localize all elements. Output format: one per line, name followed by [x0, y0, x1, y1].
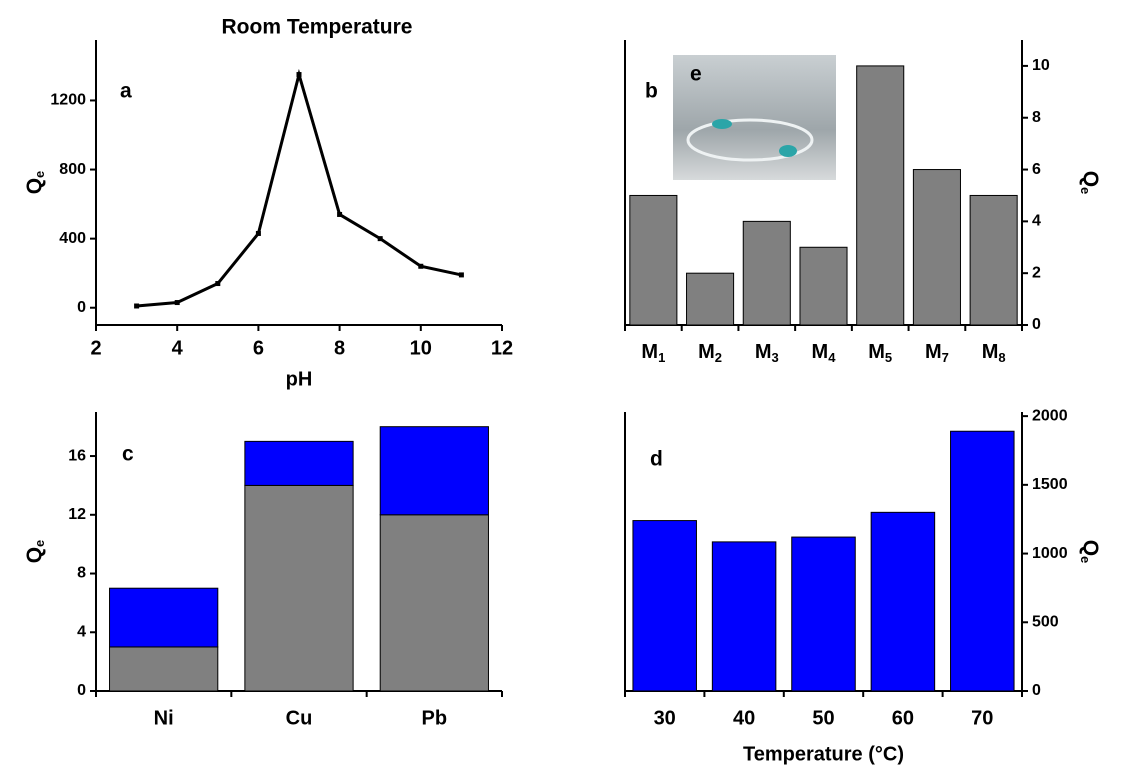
y-tick-label: 0 — [77, 682, 86, 699]
bar — [950, 430, 1015, 692]
y-tick-label: 1500 — [1032, 476, 1068, 493]
x-tick-label: 4 — [172, 337, 184, 359]
bar — [629, 194, 678, 326]
x-tick-label: M2 — [698, 341, 722, 365]
panel: 0 2 4 6 8 10 Qe b e M1 M2 M3 M4 M5 M7 M8 — [624, 40, 1103, 365]
chart-title: Room Temperature — [222, 16, 413, 39]
inset-label: e — [690, 63, 702, 86]
x-axis-label: Temperature (°C) — [743, 743, 904, 765]
bar — [969, 194, 1018, 326]
x-tick-label: 2 — [90, 337, 101, 359]
x-tick-label: M8 — [982, 341, 1006, 365]
x-tick-label: 10 — [410, 337, 432, 359]
y-axis-label: Qe — [23, 171, 48, 195]
x-tick-label: 50 — [812, 707, 834, 729]
x-axis-label: pH — [286, 368, 313, 390]
x-tick-label: 30 — [654, 707, 676, 729]
bar-segment — [109, 646, 219, 692]
y-tick-label: 1200 — [50, 92, 86, 109]
y-axis-label: Qe — [23, 540, 48, 564]
y-tick-label: 12 — [68, 506, 86, 523]
x-tick-label: M5 — [868, 341, 892, 365]
data-line — [136, 68, 462, 308]
panel: 0 500 1000 1500 2000 Qe d Temperature (°C) 30 40 5… — [624, 407, 1103, 765]
bar — [791, 536, 856, 692]
data-point — [174, 300, 180, 306]
x-tick-label: 70 — [971, 707, 993, 729]
data-point — [337, 211, 343, 217]
data-point — [458, 272, 464, 278]
y-tick-label: 0 — [1032, 682, 1041, 699]
x-tick-label: M4 — [812, 341, 837, 365]
bar-segment — [109, 587, 219, 648]
x-tick-label: M7 — [925, 341, 949, 365]
y-tick-label: 16 — [68, 447, 86, 464]
y-tick-label: 8 — [77, 565, 86, 582]
data-point — [377, 236, 383, 242]
x-tick-label: Ni — [154, 707, 174, 729]
y-tick-label: 800 — [59, 161, 86, 178]
y-tick-label: 0 — [1032, 316, 1041, 333]
y-tick-label: 400 — [59, 230, 86, 247]
bar — [799, 246, 848, 326]
x-tick-label: 60 — [892, 707, 914, 729]
y-tick-label: 2000 — [1032, 407, 1068, 424]
x-tick-label: 6 — [253, 337, 264, 359]
data-point — [215, 281, 221, 287]
panel-label: c — [122, 443, 134, 466]
bar-segment — [244, 440, 354, 486]
bar — [632, 520, 697, 692]
bar — [711, 541, 777, 692]
y-tick-label: 500 — [1032, 613, 1059, 630]
data-point — [255, 230, 261, 236]
bar-segment — [244, 484, 354, 692]
panel: 0 4 8 12 16 Qe c Ni Cu Pb — [23, 412, 503, 729]
bar — [856, 65, 905, 326]
y-axis-label: Qe — [1078, 171, 1103, 195]
x-tick-label: Cu — [286, 707, 313, 729]
y-tick-label: 10 — [1032, 57, 1050, 74]
y-tick-label: 8 — [1032, 109, 1041, 126]
beaker-base — [686, 118, 814, 162]
inset-photo: e — [673, 55, 836, 180]
data-point — [134, 303, 140, 309]
bar — [870, 511, 936, 692]
bar — [742, 220, 791, 326]
y-tick-label: 1000 — [1032, 545, 1068, 562]
panel-label: a — [120, 80, 132, 103]
y-axis-label: Qe — [1078, 540, 1103, 564]
bar — [912, 169, 961, 326]
y-tick-label: 0 — [77, 299, 86, 316]
bar-segment — [379, 426, 489, 516]
y-tick-label: 6 — [1032, 161, 1041, 178]
bar — [686, 272, 735, 326]
x-tick-label: M1 — [641, 341, 665, 365]
blob — [779, 145, 797, 157]
y-tick-label: 4 — [1032, 213, 1041, 230]
y-tick-label: 4 — [77, 623, 86, 640]
blob — [712, 119, 732, 129]
bar-segment — [379, 514, 489, 692]
panel-label: d — [650, 448, 663, 471]
x-tick-label: 40 — [733, 707, 755, 729]
data-point — [418, 263, 424, 269]
y-tick-label: 2 — [1032, 264, 1041, 281]
data-point — [296, 72, 302, 78]
x-tick-label: Pb — [422, 707, 448, 729]
panel-label: b — [645, 80, 658, 103]
x-tick-label: 8 — [334, 337, 345, 359]
x-tick-label: M3 — [755, 341, 779, 365]
x-tick-label: 12 — [491, 337, 513, 359]
panel: 0 400 800 1200 Qe Room Temperature a pH 2 4 6 8 10 12 — [23, 16, 514, 391]
